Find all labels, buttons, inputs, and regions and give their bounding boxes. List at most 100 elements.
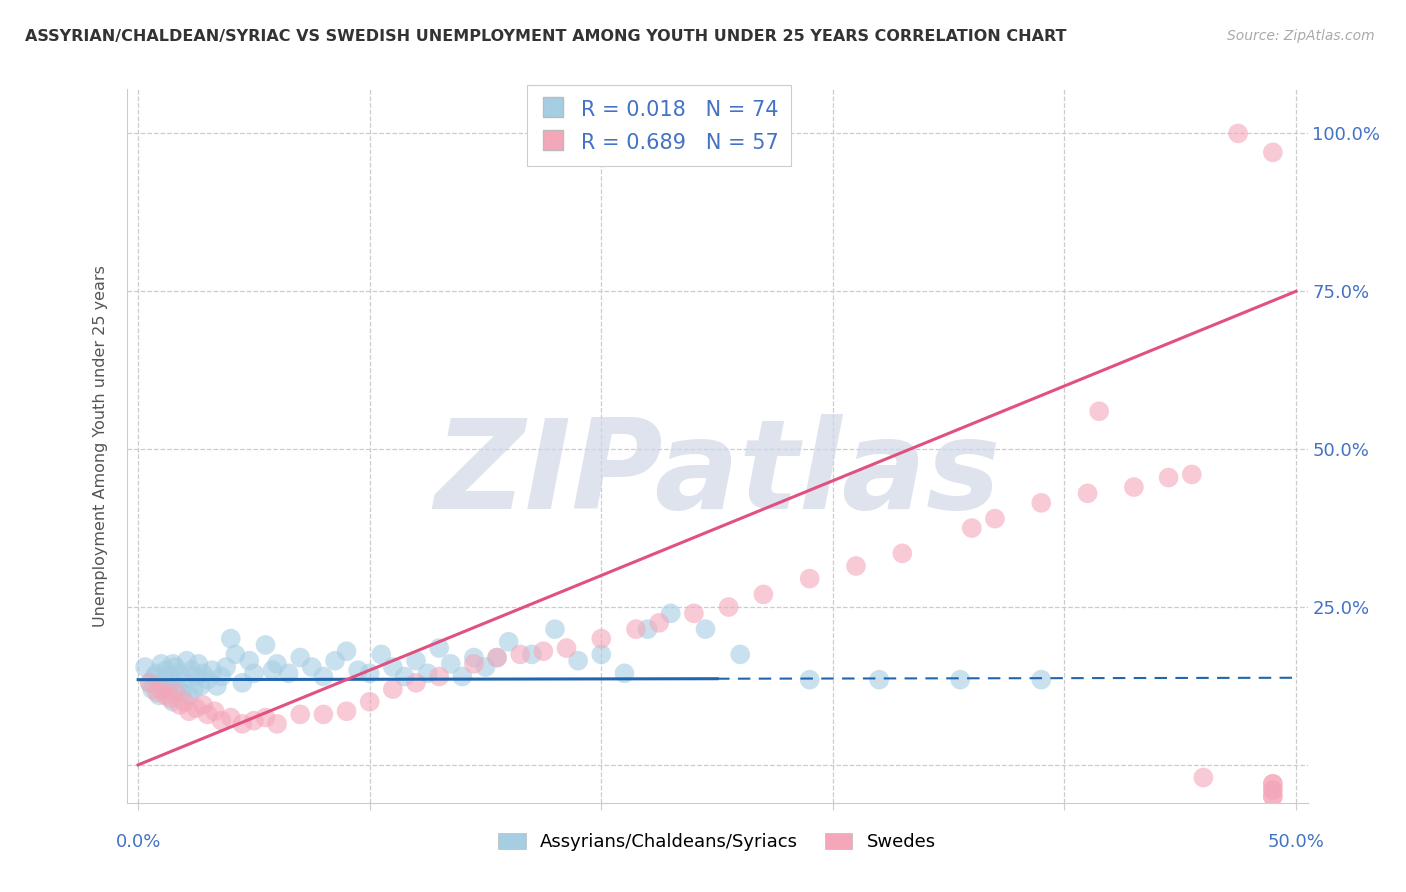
Point <box>520 648 543 662</box>
Point <box>201 663 224 677</box>
Point <box>238 654 260 668</box>
Point <box>370 648 392 662</box>
Point <box>323 654 346 668</box>
Point <box>845 559 868 574</box>
Point <box>173 673 195 687</box>
Point <box>312 707 335 722</box>
Point <box>960 521 983 535</box>
Point <box>150 657 173 671</box>
Point <box>752 587 775 601</box>
Point <box>1261 777 1284 791</box>
Point <box>1031 496 1053 510</box>
Point <box>440 657 463 671</box>
Point <box>219 632 242 646</box>
Point <box>949 673 972 687</box>
Point <box>166 679 188 693</box>
Point <box>509 648 531 662</box>
Point <box>486 650 509 665</box>
Point <box>177 689 200 703</box>
Point <box>180 663 202 677</box>
Point <box>134 660 156 674</box>
Point <box>984 511 1007 525</box>
Text: 0.0%: 0.0% <box>115 833 160 851</box>
Point <box>162 695 184 709</box>
Point <box>695 622 717 636</box>
Point <box>155 663 177 677</box>
Point <box>728 648 751 662</box>
Point <box>1088 404 1111 418</box>
Point <box>347 663 370 677</box>
Point <box>145 685 167 699</box>
Text: ZIPatlas: ZIPatlas <box>434 414 1000 535</box>
Point <box>169 698 191 712</box>
Point <box>152 673 174 687</box>
Point <box>624 622 647 636</box>
Point <box>1261 777 1284 791</box>
Point <box>868 673 890 687</box>
Point <box>150 682 173 697</box>
Point <box>150 679 173 693</box>
Point <box>254 638 277 652</box>
Point <box>262 663 284 677</box>
Point <box>211 669 233 683</box>
Point <box>381 682 404 697</box>
Point <box>165 660 187 674</box>
Point <box>405 675 427 690</box>
Point <box>498 634 520 648</box>
Point <box>451 669 474 683</box>
Point <box>162 657 184 671</box>
Point <box>243 666 266 681</box>
Point <box>1077 486 1099 500</box>
Point <box>531 644 554 658</box>
Point <box>159 669 181 683</box>
Point <box>145 666 167 681</box>
Point <box>544 622 567 636</box>
Point <box>591 648 613 662</box>
Point <box>659 607 682 621</box>
Point <box>359 666 381 681</box>
Point <box>219 710 242 724</box>
Point <box>155 675 177 690</box>
Point <box>215 660 238 674</box>
Point <box>290 650 312 665</box>
Point <box>148 689 170 703</box>
Point <box>717 600 740 615</box>
Point <box>1192 771 1215 785</box>
Point <box>683 607 706 621</box>
Point <box>187 657 209 671</box>
Legend: Assyrians/Chaldeans/Syriacs, Swedes: Assyrians/Chaldeans/Syriacs, Swedes <box>491 825 943 858</box>
Point <box>197 673 219 687</box>
Point <box>159 691 181 706</box>
Point <box>359 695 381 709</box>
Point <box>1122 480 1144 494</box>
Point <box>1031 673 1053 687</box>
Point <box>173 695 195 709</box>
Point <box>254 710 277 724</box>
Point <box>799 572 821 586</box>
Point <box>204 704 226 718</box>
Point <box>637 622 659 636</box>
Point <box>266 717 288 731</box>
Point <box>1261 789 1284 804</box>
Point <box>184 669 207 683</box>
Point <box>176 654 198 668</box>
Point <box>138 675 160 690</box>
Point <box>1261 783 1284 797</box>
Point <box>224 648 246 662</box>
Point <box>394 669 416 683</box>
Point <box>567 654 589 668</box>
Point <box>405 654 427 668</box>
Text: Source: ZipAtlas.com: Source: ZipAtlas.com <box>1227 29 1375 43</box>
Point <box>335 704 357 718</box>
Point <box>427 669 450 683</box>
Point <box>197 707 219 722</box>
Point <box>1261 783 1284 797</box>
Point <box>184 701 207 715</box>
Point <box>1157 470 1180 484</box>
Point <box>1261 789 1284 804</box>
Point <box>648 615 671 630</box>
Point <box>177 704 200 718</box>
Point <box>555 641 578 656</box>
Point <box>290 707 312 722</box>
Point <box>463 650 485 665</box>
